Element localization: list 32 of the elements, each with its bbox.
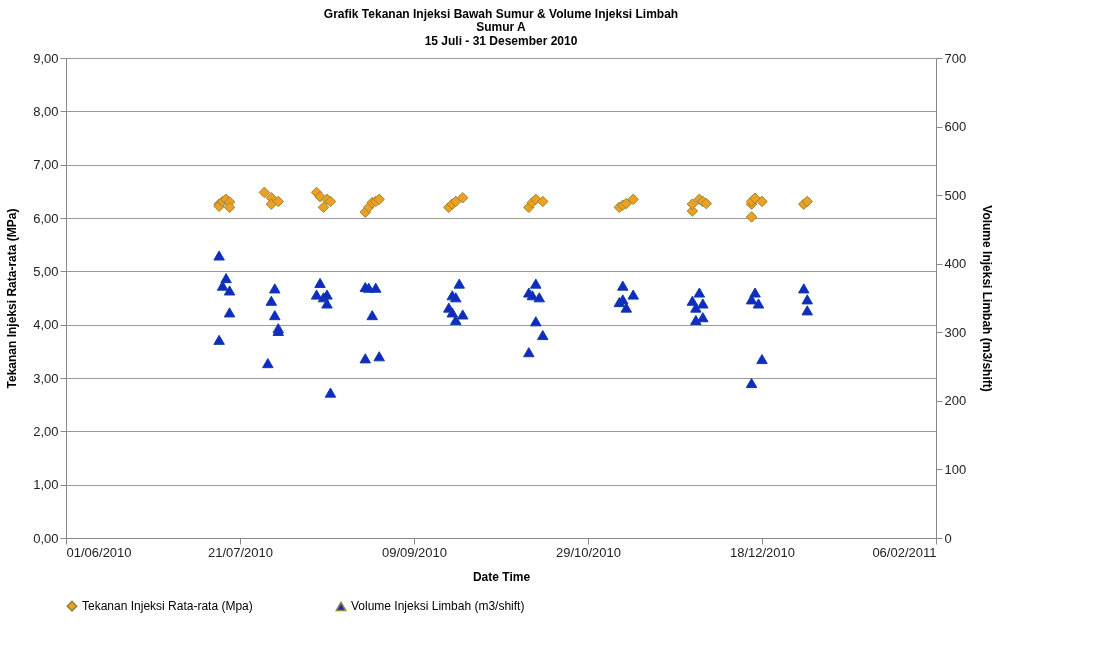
y-tick-label: 2,00: [33, 423, 59, 439]
x-tick-label: 18/12/2010: [729, 544, 796, 560]
x-axis-title: Date Time: [472, 569, 531, 584]
y-tick-label: 8,00: [33, 103, 59, 119]
y-tick-label: 3,00: [33, 370, 59, 386]
legend-label: Volume Injeksi Limbah (m3/shift): [351, 599, 525, 614]
y-axis-title: Tekanan Injeksi Rata-rata (MPa): [5, 208, 20, 389]
y2-tick-label: 600: [944, 119, 967, 135]
y2-tick-label: 700: [944, 50, 967, 66]
y-tick-label: 7,00: [33, 157, 59, 173]
x-tick-label: 06/02/2011: [872, 544, 937, 560]
x-tick-label: 21/07/2010: [207, 544, 274, 560]
y2-tick-label: 200: [944, 393, 967, 409]
y2-tick-label: 400: [944, 256, 967, 272]
y-tick-label: 9,00: [33, 50, 59, 66]
x-tick-label: 01/06/2010: [66, 544, 132, 560]
y-tick-label: 6,00: [33, 210, 59, 226]
chart-title: Grafik Tekanan Injeksi Bawah Sumur & Volume Injeksi Limbah: [323, 7, 679, 21]
legend-label: Tekanan Injeksi Rata-rata (Mpa): [82, 599, 253, 614]
y-tick-label: 5,00: [33, 263, 59, 279]
y2-axis-title: Volume Injeksi Limbah (m3/shift): [980, 205, 995, 392]
y-tick-label: 1,00: [33, 477, 59, 493]
text: 15 Juli - 31 Desember 2010: [424, 34, 578, 48]
y2-tick-label: 100: [944, 461, 967, 477]
y2-tick-label: 300: [944, 324, 967, 340]
y2-tick-label: 500: [944, 187, 967, 203]
chart-subtitle: Sumur A: [476, 20, 527, 34]
y-tick-label: 4,00: [33, 317, 59, 333]
x-tick-label: 29/10/2010: [555, 544, 622, 560]
x-tick-label: 09/09/2010: [381, 544, 448, 560]
y-tick-label: 0,00: [33, 530, 59, 546]
y2-tick-label: 0: [944, 530, 952, 546]
